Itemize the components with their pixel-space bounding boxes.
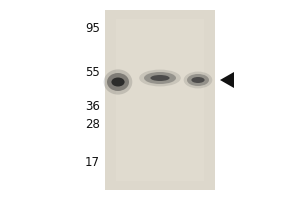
Text: 95: 95: [85, 21, 100, 34]
Text: 28: 28: [85, 118, 100, 132]
Ellipse shape: [187, 74, 209, 86]
Text: 17: 17: [85, 156, 100, 170]
Ellipse shape: [111, 77, 124, 86]
Ellipse shape: [191, 77, 205, 83]
Ellipse shape: [139, 70, 181, 86]
Ellipse shape: [150, 75, 170, 81]
Text: 36: 36: [85, 100, 100, 114]
Text: 55: 55: [85, 66, 100, 78]
Ellipse shape: [184, 72, 212, 88]
Ellipse shape: [144, 72, 176, 84]
Polygon shape: [220, 72, 234, 88]
Ellipse shape: [104, 69, 132, 95]
Bar: [116, 19, 204, 181]
Bar: [105, 10, 215, 190]
Ellipse shape: [107, 73, 129, 91]
